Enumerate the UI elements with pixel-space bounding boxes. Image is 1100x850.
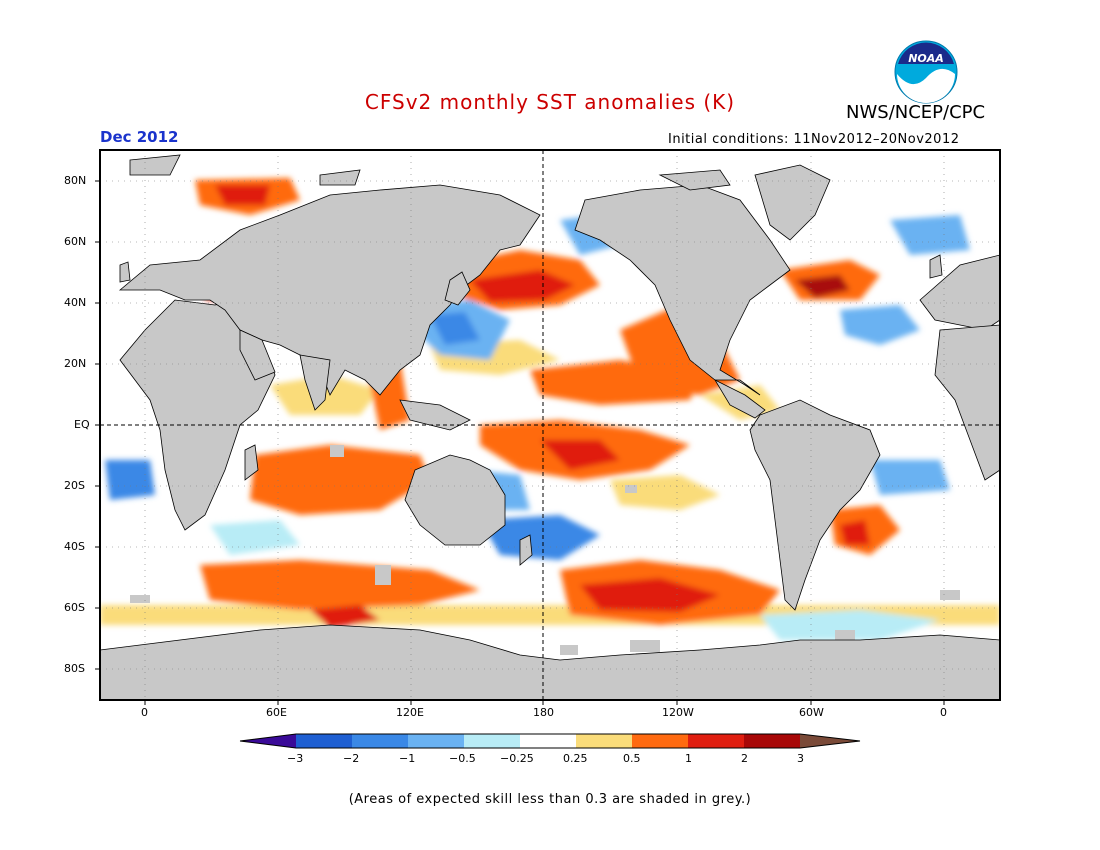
colorbar-cell [688,734,744,748]
colorbar-label: 0.5 [623,752,641,765]
lat-label: 40S [64,540,85,553]
colorbar-cell [576,734,632,748]
colorbar-cell [296,734,352,748]
colorbar-cell [352,734,408,748]
lat-label: 40N [64,296,87,309]
colorbar-label: −1 [399,752,416,765]
colorbar-cell [520,734,576,748]
colorbar-label: 2 [741,752,748,765]
graticule [100,150,1000,700]
initial-conditions-label: Initial conditions: 11Nov2012–20Nov2012 [668,132,960,147]
colorbar-cell [464,734,520,748]
map-title: CFSv2 monthly SST anomalies (K) [364,90,736,114]
lat-label: EQ [74,418,90,431]
svg-text:NOAA: NOAA [908,52,944,65]
lat-label: 80N [64,174,87,187]
colorbar-cell [744,734,800,748]
colorbar-label: 3 [797,752,804,765]
forecast-month-label: Dec 2012 [100,128,179,146]
lat-label: 60N [64,235,87,248]
axis-ticks [95,180,945,705]
colorbar-label: 0.25 [563,752,588,765]
colorbar-label: −0.25 [500,752,534,765]
lon-label: 120W [662,706,694,719]
colorbar-cell [408,734,464,748]
lon-label: 120E [396,706,424,719]
lon-label: 0 [940,706,947,719]
colorbar-cell [800,734,860,748]
colorbar-cell [240,734,296,748]
skill-footnote: (Areas of expected skill less than 0.3 a… [348,792,752,807]
lat-label: 20S [64,479,85,492]
lon-label: 60W [799,706,824,719]
lon-label: 180 [533,706,554,719]
low-skill-mask [130,445,960,655]
colorbar [239,733,861,749]
lat-label: 60S [64,601,85,614]
agency-label: NWS/NCEP/CPC [846,102,986,123]
colorbar-label: −2 [343,752,360,765]
lat-label: 80S [64,662,85,675]
lat-label: 20N [64,357,87,370]
lon-label: 0 [141,706,148,719]
noaa-logo: NOAA [894,40,958,104]
colorbar-label: 1 [685,752,692,765]
continents [100,154,1000,700]
lon-label: 60E [266,706,287,719]
colorbar-label: −3 [287,752,304,765]
colorbar-label: −0.5 [449,752,476,765]
colorbar-cell [632,734,688,748]
